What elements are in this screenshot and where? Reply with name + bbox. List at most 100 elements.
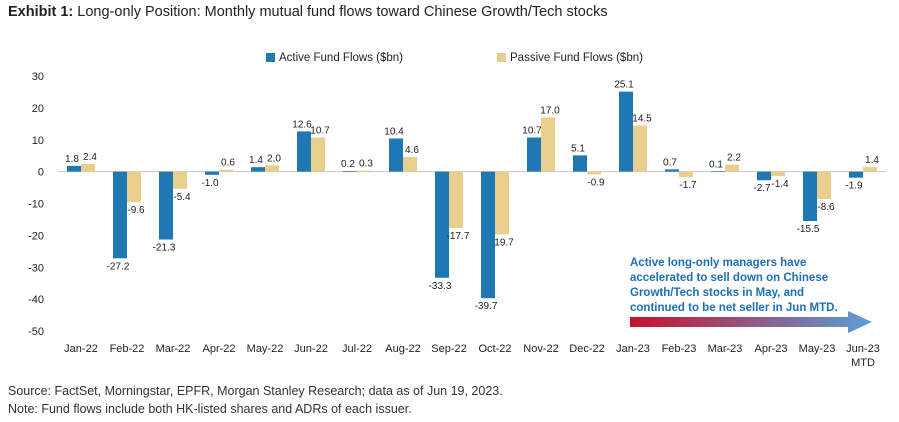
x-tick-label: Mar-22 [156,343,191,355]
passive-data-label: 2.4 [83,152,97,163]
x-tick-label: Sep-22 [431,343,466,355]
active-bar-Feb-22 [113,171,127,259]
annotation-text: continued to be net seller in Jun MTD. [630,302,838,314]
passive-bar-Jul-22 [357,170,371,172]
x-tick-label: Apr-22 [202,343,235,355]
active-bar-Aug-22 [389,138,403,172]
active-bar-Mar-23 [711,171,725,172]
passive-bar-Oct-22 [495,171,509,235]
passive-bar-May-23 [817,171,831,200]
passive-data-label: 10.7 [310,126,330,137]
active-data-label: 0.7 [663,157,677,168]
active-data-label: 1.8 [65,154,79,165]
chart-title: Exhibit 1: Long-only Position: Monthly m… [8,4,608,20]
x-tick-label: Jan-23 [616,343,650,355]
x-tick-sublabel: MTD [851,357,875,369]
active-bar-Jul-22 [343,170,357,172]
annotation-text: accelerated to sell down on Chinese [630,272,828,284]
x-tick-label: Jan-22 [64,343,98,355]
passive-bar-Mar-22 [173,171,187,189]
passive-data-label: -8.6 [817,202,835,213]
passive-bar-Jun-23 [863,167,877,172]
x-tick-label: Oct-22 [478,343,511,355]
active-bar-Oct-22 [481,171,495,299]
active-bar-Mar-22 [159,171,173,240]
passive-data-label: 2.0 [267,153,281,164]
active-data-label: 5.1 [571,143,585,154]
passive-data-label: -9.6 [127,205,145,216]
active-data-label: -27.2 [107,261,130,272]
passive-bar-Jan-22 [81,163,95,172]
x-tick-label: Mar-23 [708,343,743,355]
active-bar-Apr-22 [205,171,219,175]
source-note: Source: FactSet, Morningstar, EPFR, Morg… [8,384,503,398]
passive-bar-May-22 [265,165,279,172]
x-tick-label: Jul-22 [342,343,372,355]
passive-data-label: -5.4 [173,192,191,203]
fund-flows-note: Note: Fund flows include both HK-listed … [8,402,412,416]
active-bar-May-22 [251,167,265,172]
passive-data-label: 17.0 [540,105,560,116]
passive-data-label: 0.3 [359,159,373,170]
annotation-text: Active long-only managers have [630,257,806,269]
x-tick-label: May-22 [247,343,284,355]
passive-bar-Mar-23 [725,164,739,172]
x-tick-label: Aug-22 [385,343,420,355]
passive-data-label: 0.6 [221,158,235,169]
active-data-label: 0.2 [341,159,355,170]
active-data-label: -15.5 [797,224,820,235]
passive-bar-Aug-22 [403,156,417,172]
x-tick-label: Jun-22 [294,343,328,355]
active-data-label: 10.7 [522,126,542,137]
active-data-label: -1.9 [845,181,863,192]
passive-data-label: 14.5 [632,113,652,124]
passive-bar-Sep-22 [449,171,463,229]
x-tick-label: Apr-23 [754,343,787,355]
passive-bar-Jan-23 [633,125,647,172]
x-tick-label: Jun-23 [846,343,880,355]
active-data-label: 1.4 [249,155,263,166]
y-tick-label: -20 [28,230,44,242]
legend-swatch-active [266,53,275,62]
passive-data-label: 4.6 [405,145,419,156]
active-data-label: 25.1 [614,80,634,91]
y-tick-label: -30 [28,262,44,274]
y-tick-label: 30 [32,71,44,83]
passive-bar-Feb-23 [679,171,693,178]
active-bar-Jan-23 [619,91,633,172]
passive-data-label: 1.4 [865,155,879,166]
active-bar-Feb-23 [665,169,679,172]
x-tick-label: Feb-22 [110,343,145,355]
active-bar-Jun-23 [849,171,863,178]
x-tick-label: Nov-22 [523,343,558,355]
passive-data-label: 2.2 [727,153,741,164]
y-tick-label: 0 [38,167,44,179]
active-data-label: -33.3 [429,281,452,292]
passive-data-label: -1.4 [771,179,789,190]
passive-data-label: -0.9 [587,177,605,188]
passive-bar-Apr-23 [771,171,785,177]
passive-bar-Nov-22 [541,117,555,172]
y-tick-label: -10 [28,199,44,211]
active-bar-Nov-22 [527,137,541,172]
passive-bar-Feb-22 [127,171,141,203]
x-tick-label: May-23 [799,343,836,355]
passive-bar-Dec-22 [587,171,601,175]
x-tick-label: Dec-22 [569,343,604,355]
active-data-label: -1.0 [201,178,219,189]
active-bar-Dec-22 [573,155,587,172]
legend-swatch-passive [497,53,506,62]
passive-data-label: 19.7 [494,237,514,248]
passive-data-label: -17.7 [447,231,470,242]
active-data-label: 0.1 [709,159,723,170]
active-bar-Apr-23 [757,171,771,181]
active-data-label: -21.3 [153,243,176,254]
active-data-label: -39.7 [475,301,498,312]
annotation-text: Growth/Tech stocks in May, and [630,287,804,299]
y-tick-label: -50 [28,326,44,338]
annotation-arrow [630,311,872,333]
passive-bar-Jun-22 [311,137,325,172]
y-tick-label: 20 [32,103,44,115]
legend-label-active: Active Fund Flows ($bn) [279,52,403,64]
title-text: Long-only Position: Monthly mutual fund … [77,4,608,20]
